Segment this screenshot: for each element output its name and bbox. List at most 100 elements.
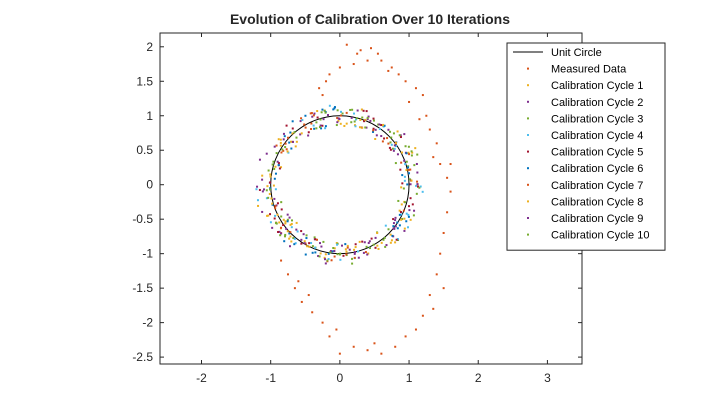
calibration-point xyxy=(324,127,327,130)
measured-data-point xyxy=(404,80,407,83)
calibration-point xyxy=(274,221,277,224)
calibration-point xyxy=(343,124,346,127)
calibration-point xyxy=(341,244,344,247)
calibration-point xyxy=(354,243,357,246)
calibration-point xyxy=(345,253,348,256)
calibration-point xyxy=(382,123,385,126)
calibration-point xyxy=(290,226,293,229)
calibration-point xyxy=(311,245,314,248)
x-tick-label: 0 xyxy=(337,371,344,385)
calibration-point xyxy=(400,186,403,189)
calibration-point xyxy=(392,225,395,228)
calibration-point xyxy=(274,214,277,217)
calibration-point xyxy=(311,115,314,118)
calibration-point xyxy=(404,145,407,148)
measured-data-point xyxy=(449,190,452,193)
calibration-point xyxy=(291,127,294,130)
calibration-point xyxy=(300,117,303,120)
calibration-point xyxy=(271,203,274,206)
measured-data-point xyxy=(414,328,417,331)
calibration-point xyxy=(319,252,322,255)
calibration-point xyxy=(392,218,395,221)
calibration-point xyxy=(383,137,386,140)
calibration-point xyxy=(288,216,291,219)
calibration-point xyxy=(273,217,276,220)
y-tick-label: -2.5 xyxy=(132,350,153,364)
calibration-point xyxy=(273,197,276,200)
calibration-point xyxy=(333,107,336,110)
calibration-point xyxy=(318,255,321,258)
calibration-point xyxy=(289,223,292,226)
calibration-point xyxy=(269,181,272,184)
legend-swatch-point xyxy=(527,134,529,136)
calibration-point xyxy=(323,109,326,112)
calibration-point xyxy=(269,221,272,224)
y-tick-label: -1.5 xyxy=(132,281,153,295)
measured-data-point xyxy=(328,73,331,76)
measured-data-point xyxy=(356,52,359,55)
calibration-point xyxy=(277,138,280,141)
calibration-point xyxy=(416,171,419,174)
calibration-point xyxy=(409,178,412,181)
x-tick-label: 1 xyxy=(406,371,413,385)
calibration-point xyxy=(285,227,288,230)
calibration-point xyxy=(407,166,410,169)
calibration-point xyxy=(337,119,340,122)
calibration-point xyxy=(350,116,353,119)
calibration-point xyxy=(271,163,274,166)
calibration-point xyxy=(288,141,291,144)
calibration-point xyxy=(265,197,268,200)
calibration-point xyxy=(304,253,307,256)
calibration-point xyxy=(353,112,356,115)
measured-data-point xyxy=(446,211,449,214)
measured-data-point xyxy=(394,345,397,348)
measured-data-point xyxy=(446,176,449,179)
calibration-point xyxy=(405,220,408,223)
legend-swatch-point xyxy=(527,233,529,236)
calibration-point xyxy=(407,168,410,171)
calibration-point xyxy=(290,140,293,143)
calibration-point xyxy=(382,238,385,241)
calibration-point xyxy=(399,211,402,214)
calibration-point xyxy=(311,251,314,254)
calibration-point xyxy=(372,243,375,246)
calibration-point xyxy=(262,188,265,191)
calibration-point xyxy=(293,237,296,240)
calibration-point xyxy=(336,253,339,256)
measured-data-point xyxy=(328,335,331,338)
calibration-point xyxy=(261,174,264,177)
x-tick-label: -2 xyxy=(196,371,207,385)
calibration-point xyxy=(289,131,292,134)
measured-data-point xyxy=(435,142,438,145)
calibration-point xyxy=(282,132,285,135)
calibration-point xyxy=(380,135,383,138)
calibration-point xyxy=(409,218,412,221)
calibration-point xyxy=(276,202,279,205)
measured-data-point xyxy=(286,273,289,276)
calibration-point xyxy=(310,112,313,115)
calibration-point xyxy=(280,201,283,204)
calibration-point xyxy=(398,224,401,227)
calibration-point xyxy=(288,237,291,240)
calibration-point xyxy=(286,230,289,233)
calibration-point xyxy=(415,184,418,187)
calibration-point xyxy=(390,143,393,146)
calibration-point xyxy=(309,112,312,115)
calibration-point xyxy=(256,185,259,188)
legend-label: Calibration Cycle 7 xyxy=(551,180,643,192)
calibration-point xyxy=(284,146,287,149)
calibration-point xyxy=(318,126,321,129)
chart-title: Evolution of Calibration Over 10 Iterati… xyxy=(230,11,510,27)
measured-data-point xyxy=(387,69,390,72)
calibration-point xyxy=(300,132,303,135)
calibration-point xyxy=(408,172,411,175)
calibration-point xyxy=(378,123,381,126)
measured-data-point xyxy=(442,287,445,290)
measured-data-point xyxy=(421,314,424,317)
measured-data-point xyxy=(425,114,428,117)
calibration-point xyxy=(307,131,310,134)
calibration-point xyxy=(282,224,285,227)
calibration-point xyxy=(295,221,298,224)
calibration-point xyxy=(300,242,303,245)
calibration-point xyxy=(289,231,292,234)
